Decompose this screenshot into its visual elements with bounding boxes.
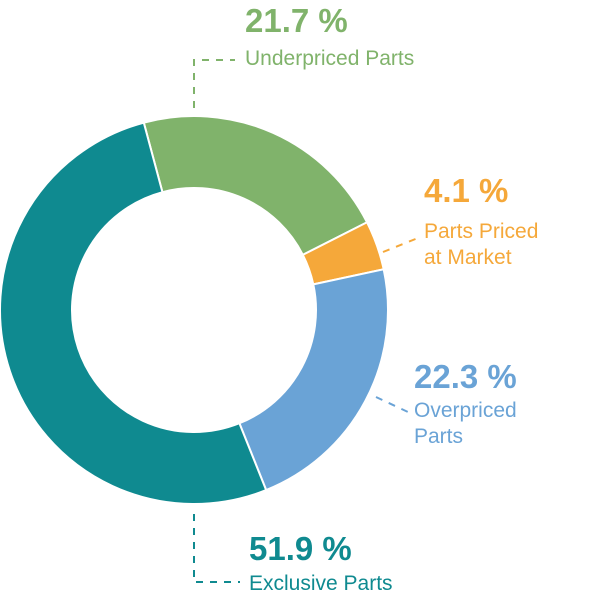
slice-name-label-at-market: Parts Priced at Market <box>424 220 539 269</box>
leader-line-underpriced <box>193 59 235 108</box>
chart-slices <box>0 115 389 505</box>
slice-underpriced <box>142 115 369 257</box>
slice-value-label-at-market: 4.1 % <box>424 172 509 209</box>
slice-name-label-underpriced: Underpriced Parts <box>245 47 415 70</box>
slice-value-label-exclusive: 51.9 % <box>249 530 352 567</box>
slice-exclusive <box>0 121 268 505</box>
leader-line-overpriced <box>375 396 409 413</box>
slice-name-label-exclusive: Exclusive Parts <box>249 572 393 595</box>
slice-name-label-overpriced: Overpriced Parts <box>414 399 517 448</box>
leader-line-exclusive <box>193 514 240 583</box>
slice-value-label-overpriced: 22.3 % <box>414 358 517 395</box>
leader-line-at-market <box>382 237 419 253</box>
leader-lines <box>193 59 419 583</box>
slice-overpriced <box>238 268 389 492</box>
slice-value-label-underpriced: 21.7 % <box>245 2 348 39</box>
